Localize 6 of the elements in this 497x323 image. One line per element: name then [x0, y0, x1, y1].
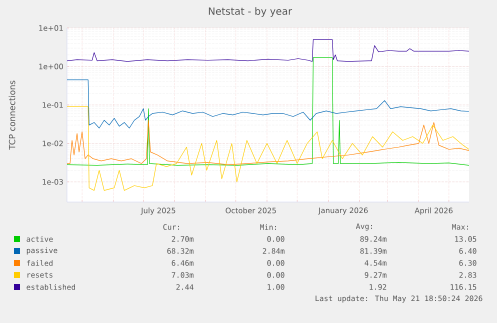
line-series — [67, 106, 470, 191]
y-axis-title: TCP connections — [8, 80, 16, 150]
chart-title: Netstat - by year — [208, 7, 292, 17]
line-series — [67, 57, 470, 166]
line-series — [67, 80, 470, 128]
line-series — [67, 120, 470, 165]
